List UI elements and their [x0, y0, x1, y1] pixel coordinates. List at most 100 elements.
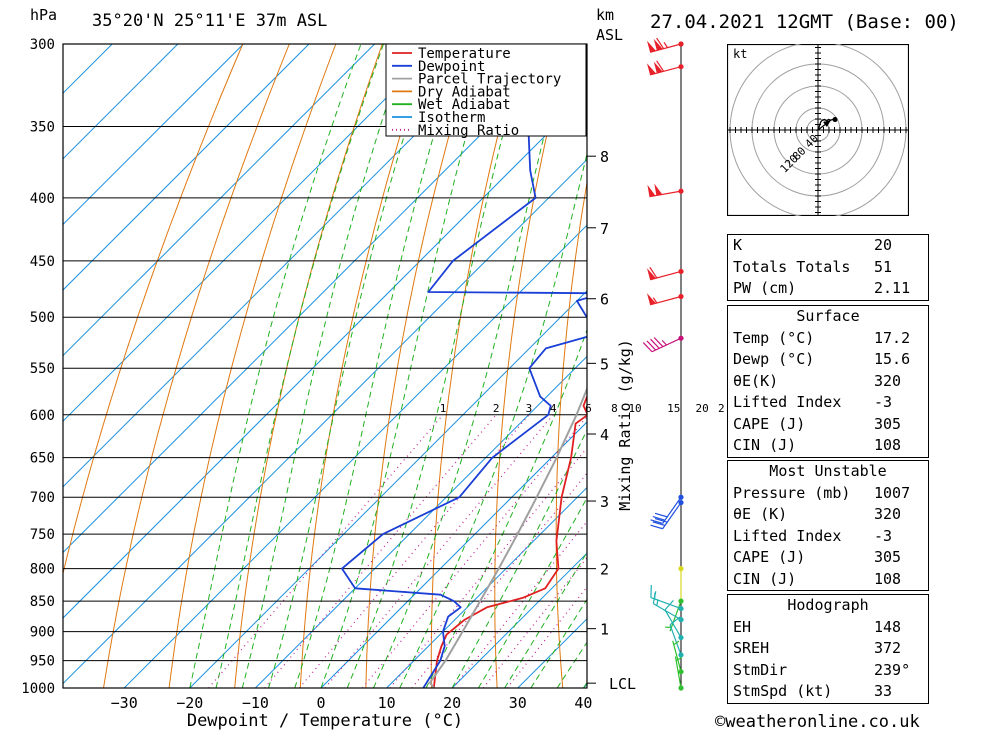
skewt-diagram: 3003504004505005506006507007508008509009…: [21, 37, 725, 731]
legend-label: Mixing Ratio: [418, 123, 519, 139]
wind-barb-feather: [654, 512, 668, 518]
wind-barb-feather: [642, 342, 653, 353]
mixing-ratio-label: 20: [695, 402, 708, 415]
index-key: Temp (°C): [733, 328, 815, 347]
wind-barb-pennant: [646, 268, 656, 280]
height-tick-label: 1: [600, 621, 609, 639]
index-key: StmSpd (kt): [733, 682, 833, 700]
temperature-tick-label: −20: [176, 694, 203, 712]
mixing-ratio-label: 6: [585, 402, 592, 415]
plot-frame: [62, 43, 588, 689]
wet-adiabat-line: [294, 44, 462, 688]
wind-barb: [652, 591, 684, 623]
pressure-tick-label: 650: [30, 451, 55, 467]
wind-barb: [672, 640, 684, 675]
height-tick-label: 8: [600, 148, 609, 166]
wet-adiabat-line: [215, 44, 384, 688]
isotherm-line: [255, 355, 587, 688]
wind-barb-shaft: [652, 603, 682, 621]
pressure-tick-label: 700: [30, 490, 55, 506]
index-key: Dewp (°C): [733, 350, 815, 368]
index-key: θE(K): [733, 371, 779, 390]
wind-barb: [650, 494, 684, 525]
temperature-tick-label: 40: [574, 694, 592, 712]
index-row: StmSpd (kt) 33: [728, 681, 928, 703]
height-tick-label: LCL: [609, 675, 636, 693]
pressure-tick-label: 500: [30, 310, 55, 326]
mixing-ratio-line: [324, 414, 554, 688]
height-unit-km: km: [596, 6, 615, 24]
wind-barb-half-feather: [675, 656, 682, 661]
index-key: PW (cm): [733, 279, 797, 297]
wind-barb-pennant: [646, 40, 656, 53]
mixing-ratio-label: 8: [611, 402, 618, 415]
temperature-tick-label: 0: [316, 694, 325, 712]
mixing-ratio-line: [361, 415, 587, 688]
wind-barb-feather: [652, 521, 666, 527]
legend-label: Wet Adiabat: [418, 97, 511, 113]
wind-barb-feather: [649, 267, 658, 279]
index-key: StmDir: [733, 660, 788, 679]
index-table-most-unstable: Most Unstable Pressure (mb) 1007 θE (K) 320 L…: [727, 460, 929, 591]
mixing-ratio-axis-label: Mixing Ratio (g/kg): [616, 339, 634, 511]
pressure-tick-label: 550: [30, 361, 55, 377]
isotherm-line: [451, 552, 587, 688]
index-row: K 20: [728, 235, 928, 257]
index-key: SREH: [733, 639, 770, 657]
index-key: CAPE (J): [733, 414, 806, 433]
isotherm-line: [63, 44, 244, 226]
index-key: CAPE (J): [733, 548, 806, 566]
wind-barb-pennant: [646, 293, 656, 305]
index-value: 108: [874, 569, 902, 588]
wind-barb: [646, 37, 684, 53]
index-row: Lifted Index -3: [728, 526, 928, 548]
legend-label: Dewpoint: [418, 59, 485, 75]
index-value: 1007: [874, 483, 911, 502]
index-value: 305: [874, 414, 902, 433]
index-value: 2.11: [874, 279, 911, 297]
axis-tick-labels: 3003504004505005506006507007508008509009…: [21, 37, 592, 712]
index-key: CIN (J): [733, 436, 797, 454]
index-row: Temp (°C) 17.2: [728, 328, 928, 350]
wind-barb: [647, 183, 684, 198]
wet-adiabat-line: [241, 44, 408, 688]
isotherm-line: [123, 224, 587, 688]
pressure-tick-label: 600: [30, 408, 55, 424]
wind-barb-shaft: [662, 496, 682, 524]
wind-barb-feather: [664, 599, 674, 611]
index-row: EH 148: [728, 617, 928, 639]
pressure-tick-label: 1000: [21, 681, 55, 697]
credit-text: ©weatheronline.co.uk: [715, 712, 920, 732]
wind-barb: [678, 566, 684, 601]
height-tick-label: 2: [600, 561, 609, 579]
wind-barb-half-feather: [663, 42, 668, 48]
wind-barb: [646, 267, 684, 281]
isotherm-line: [63, 44, 375, 357]
wind-barb-half-feather: [652, 297, 658, 304]
mixing-ratio-line: [208, 414, 444, 688]
temperature-tick-label: −10: [242, 694, 269, 712]
dewpoint-series: [341, 44, 587, 688]
profile-lines: [341, 44, 587, 688]
wind-barb-shaft: [650, 597, 682, 610]
legend-box: [385, 43, 587, 137]
wind-barb-feather: [646, 340, 657, 351]
legend-label: Parcel Trajectory: [418, 72, 561, 88]
index-key: Pressure (mb): [733, 483, 851, 502]
wet-adiabat-line: [268, 44, 434, 688]
height-tick-label: 6: [600, 291, 609, 309]
temperature-tick-label: 30: [509, 694, 527, 712]
temperature-tick-label: −30: [111, 694, 138, 712]
pressure-tick-label: 800: [30, 562, 55, 578]
dry-adiabat-line: [168, 44, 337, 688]
hodograph-unit: kt: [733, 47, 747, 61]
isotherm-line: [63, 44, 572, 554]
wind-barb-pennant: [653, 38, 663, 51]
location-title: 35°20'N 25°11'E 37m ASL: [92, 11, 328, 31]
wind-barb-shaft: [649, 66, 682, 76]
wet-adiabat-line: [556, 641, 587, 688]
height-tick-label: 5: [600, 355, 609, 373]
index-value: 15.6: [874, 350, 911, 368]
